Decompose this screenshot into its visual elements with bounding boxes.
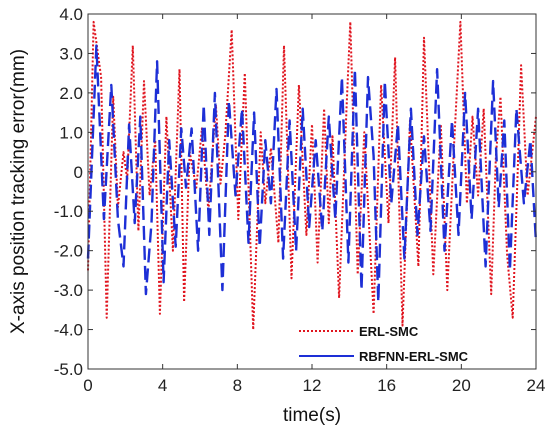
- legend: ERL-SMC RBFNN-ERL-SMC: [299, 324, 469, 364]
- y-tick-label: 1.0: [59, 123, 83, 142]
- series-line-rbfnn-erl-smc: [86, 44, 538, 304]
- x-tick-label: 8: [233, 376, 242, 395]
- legend-label-rbfnn-erl-smc: RBFNN-ERL-SMC: [359, 349, 469, 364]
- x-tick-label: 16: [377, 376, 396, 395]
- x-tick-label: 4: [158, 376, 167, 395]
- y-tick-label: -3.0: [54, 281, 83, 300]
- y-tick-label: -5.0: [54, 360, 83, 379]
- y-tick-label: -1.0: [54, 202, 83, 221]
- tick-layer: 0 4 8 12 16 20 24 -5.0 -4.0 -3.0 -2.0 -1.0 0 1.0 2.0 3.…: [54, 5, 546, 395]
- y-tick-label: 2.0: [59, 84, 83, 103]
- y-tick-label: 3.0: [59, 44, 83, 63]
- x-tick-label: 0: [83, 376, 92, 395]
- x-tick-label: 12: [303, 376, 322, 395]
- y-tick-label: 4.0: [59, 5, 83, 24]
- x-tick-label: 20: [452, 376, 471, 395]
- series-line-erl-smc: [87, 20, 537, 331]
- y-tick-label: 0: [74, 163, 83, 182]
- y-tick-label: -4.0: [54, 321, 83, 340]
- x-axis-label: time(s): [283, 405, 341, 426]
- y-tick-label: -2.0: [54, 242, 83, 261]
- x-tick-label: 24: [527, 376, 546, 395]
- y-axis-label: X-axis position tracking error(mm): [8, 49, 29, 334]
- legend-label-erl-smc: ERL-SMC: [359, 324, 419, 339]
- series-layer: [86, 20, 538, 331]
